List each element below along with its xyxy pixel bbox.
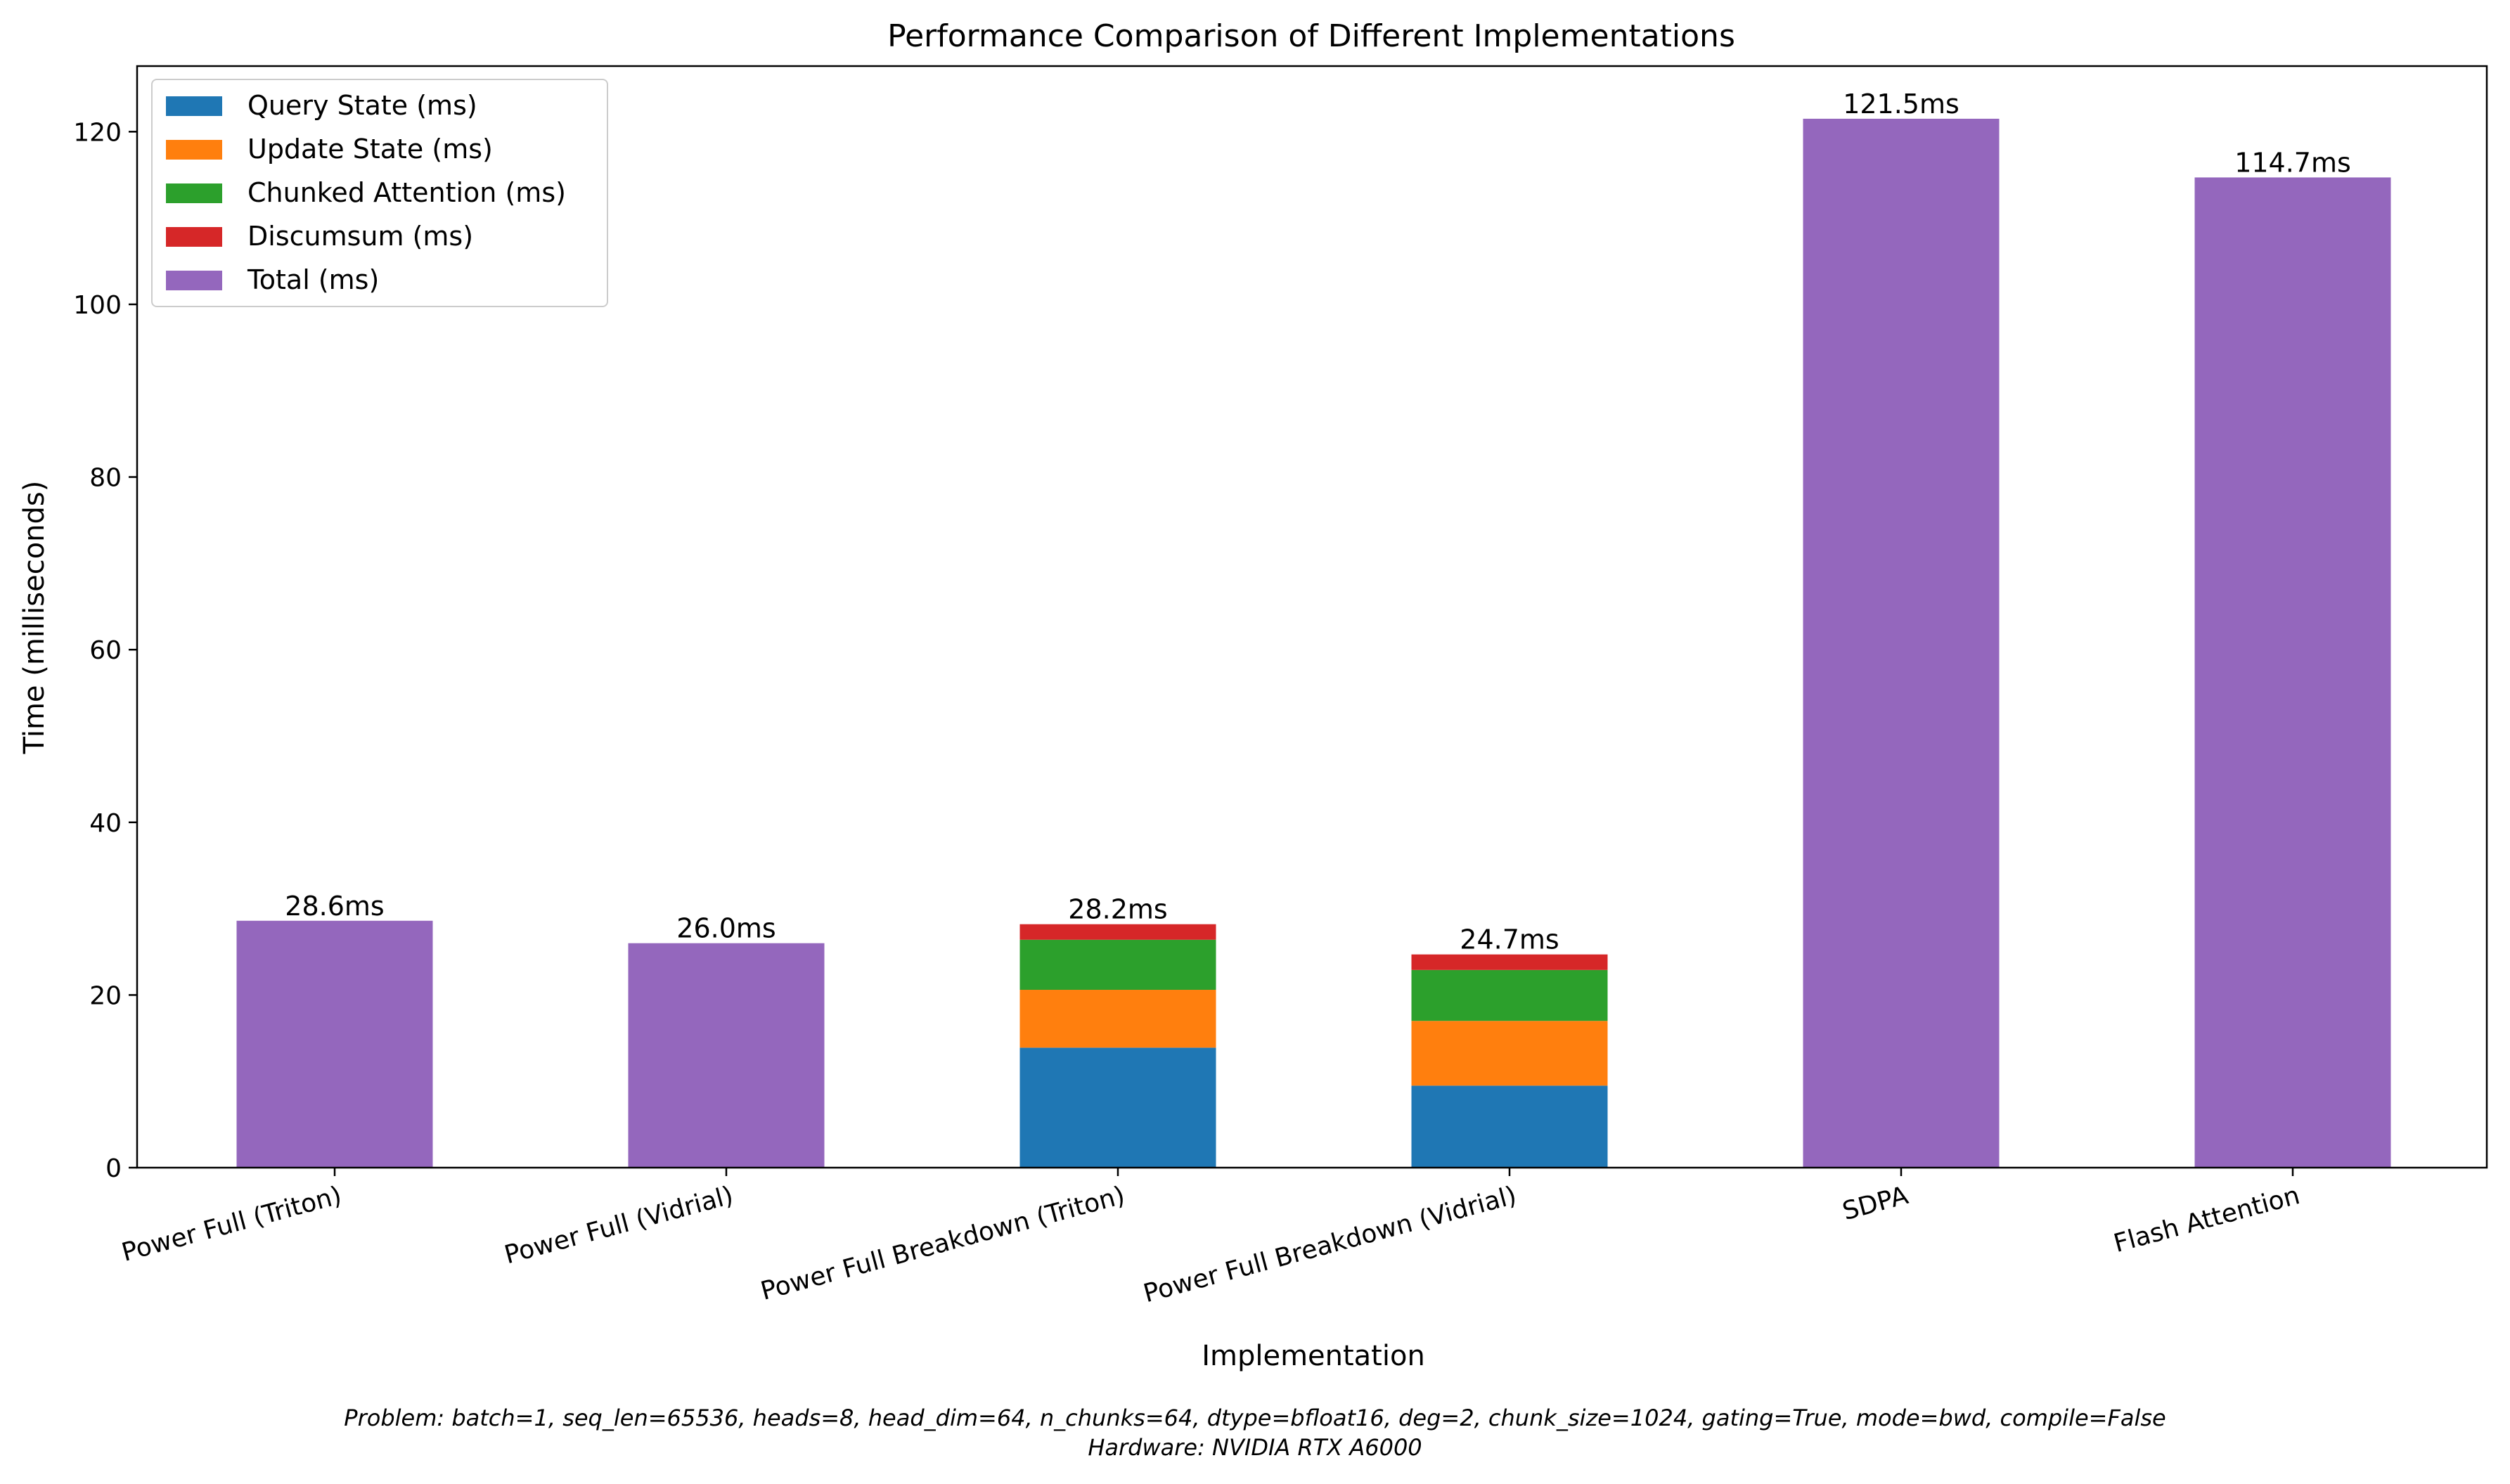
bar-labels-layer: 28.6ms 26.0ms 28.2ms 24.7ms 121.5ms 114.7ms: [285, 89, 2351, 955]
legend-swatch: [166, 271, 222, 290]
y-axis: 0 20 40 60 80 100 120: [73, 118, 137, 1183]
bar-value-label: 121.5ms: [1843, 89, 1959, 120]
x-tick-label: SDPA: [1839, 1181, 1911, 1226]
y-axis-label: Time (milliseconds): [18, 481, 51, 755]
y-tick-label: 60: [89, 636, 122, 665]
bar-update-state-ms-3: [1411, 1021, 1608, 1086]
bar-chunked-attention-ms-2: [1019, 939, 1216, 991]
bar-update-state-ms-2: [1019, 990, 1216, 1048]
bar-total-ms-4: [1803, 118, 2000, 1168]
legend-entry-label: Chunked Attention (ms): [247, 177, 566, 208]
y-tick-label: 40: [89, 809, 122, 838]
bar-chunked-attention-ms-3: [1411, 969, 1608, 1021]
y-tick-label: 20: [89, 981, 122, 1010]
x-axis-label: Implementation: [1202, 1340, 1425, 1372]
bar-total-ms-0: [236, 920, 433, 1168]
x-tick-label: Power Full Breakdown (Triton): [758, 1181, 1128, 1306]
footnote-problem: Problem: batch=1, seq_len=65536, heads=8…: [344, 1405, 2165, 1431]
legend-box: [151, 79, 608, 307]
bar-value-label: 114.7ms: [2234, 147, 2351, 178]
bar-value-label: 28.2ms: [1068, 894, 1167, 925]
legend-entry-label: Update State (ms): [247, 134, 493, 164]
x-tick-label: Power Full (Triton): [119, 1181, 345, 1267]
legend-entry-label: Total (ms): [247, 264, 379, 295]
bar-query-state-ms-3: [1411, 1085, 1608, 1168]
bar-value-label: 24.7ms: [1460, 924, 1559, 955]
bars-layer: [236, 118, 2391, 1168]
y-tick-label: 0: [105, 1154, 122, 1183]
y-tick-label: 80: [89, 464, 122, 493]
legend: Query State (ms) Update State (ms) Chunked…: [151, 79, 608, 307]
y-tick-label: 100: [73, 291, 122, 320]
legend-swatch: [166, 227, 222, 247]
x-tick-label: Power Full (Vidrial): [501, 1181, 736, 1270]
bar-value-label: 26.0ms: [676, 913, 775, 944]
footnote-hardware: Hardware: NVIDIA RTX A6000: [1088, 1434, 1422, 1461]
legend-swatch: [166, 96, 222, 116]
chart-title: Performance Comparison of Different Impl…: [887, 18, 1735, 54]
x-tick-label: Flash Attention: [2111, 1181, 2303, 1258]
bar-discumsum-ms-3: [1411, 954, 1608, 970]
legend-swatch: [166, 183, 222, 203]
bar-discumsum-ms-2: [1019, 924, 1216, 940]
legend-entry-label: Query State (ms): [247, 90, 477, 121]
x-tick-label: Power Full Breakdown (Vidrial): [1140, 1181, 1519, 1308]
bar-total-ms-1: [628, 943, 825, 1168]
bar-value-label: 28.6ms: [285, 891, 384, 922]
plot-frame: [136, 65, 2488, 1169]
y-tick-label: 120: [73, 118, 122, 147]
legend-swatch: [166, 140, 222, 160]
bar-total-ms-5: [2194, 177, 2391, 1168]
bar-query-state-ms-2: [1019, 1047, 1216, 1168]
x-axis: Power Full (Triton) Power Full (Vidrial) P…: [119, 1168, 2303, 1308]
legend-entry-label: Discumsum (ms): [247, 221, 473, 252]
